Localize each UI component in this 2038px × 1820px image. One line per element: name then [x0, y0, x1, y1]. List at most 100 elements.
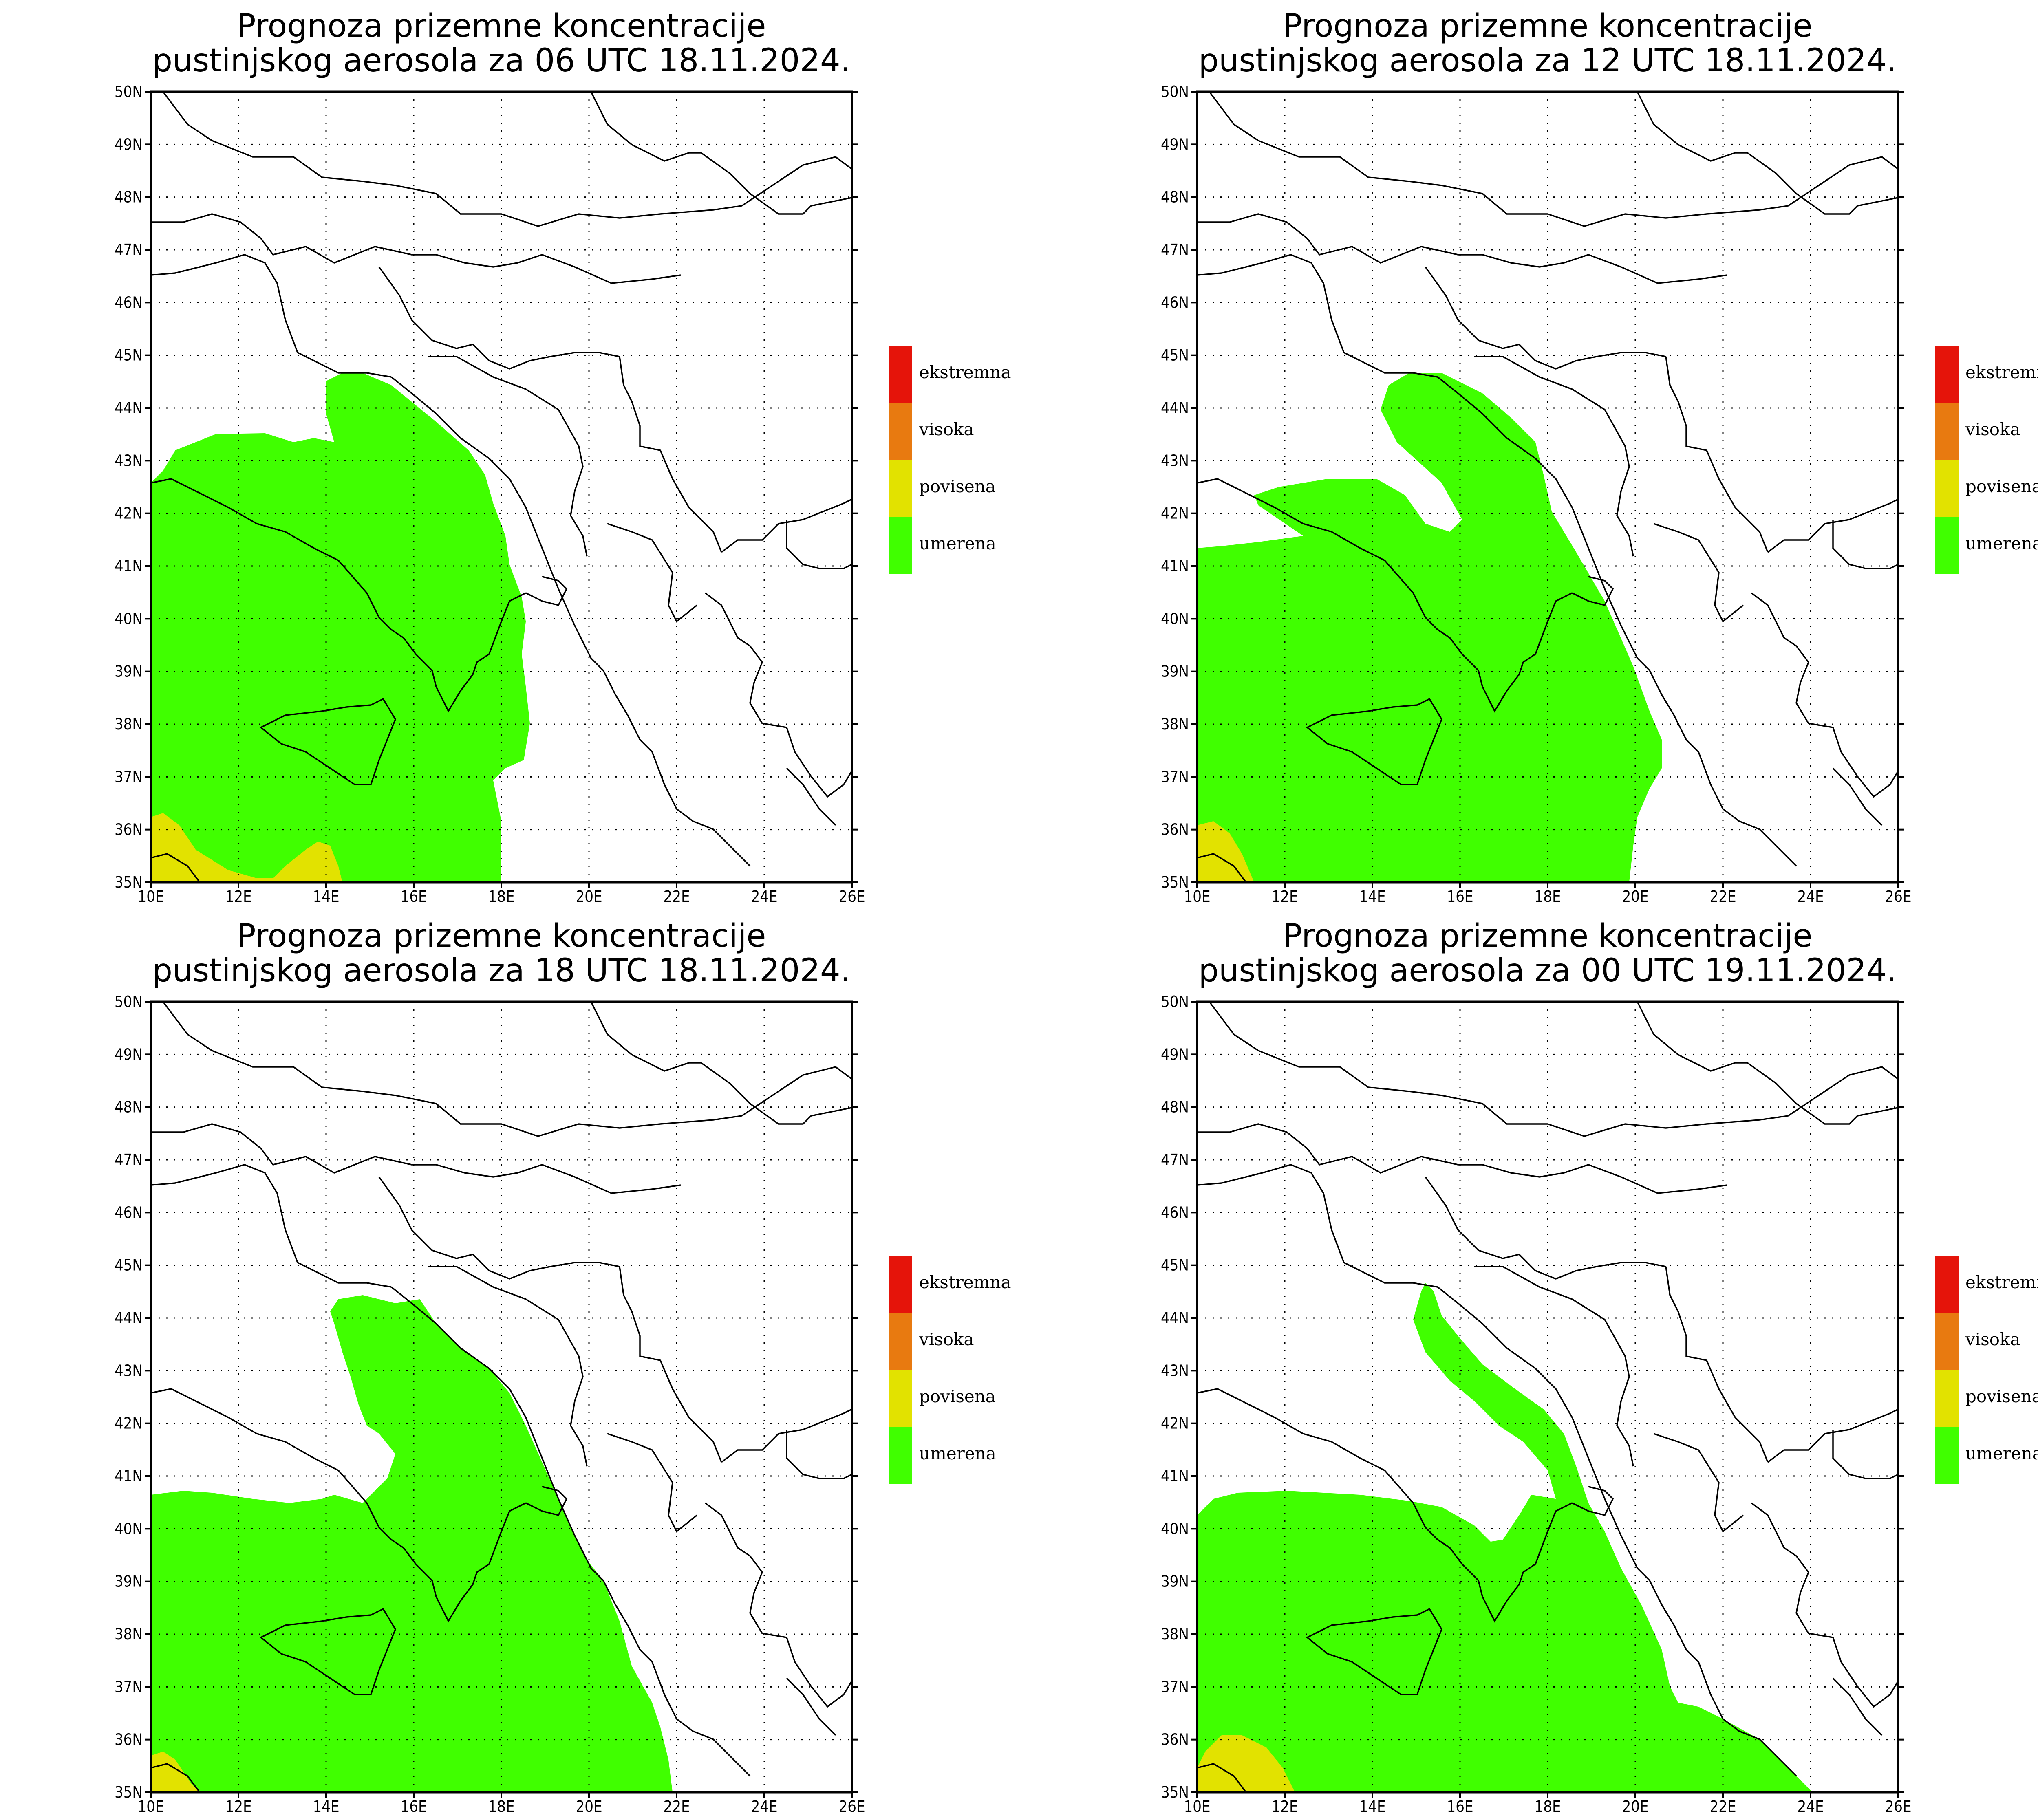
- legend-label: ekstremna: [1965, 1272, 2038, 1292]
- lat-tick-label: 46N: [115, 293, 143, 311]
- lat-tick-label: 35N: [115, 1783, 143, 1801]
- lat-tick-label: 48N: [115, 188, 143, 206]
- lat-tick-label: 35N: [1161, 873, 1189, 891]
- legend-swatch: [1935, 517, 1959, 574]
- lat-tick-label: 40N: [1161, 610, 1189, 628]
- panel-title-line2: pustinjskog aerosola za 18 UTC 18.11.202…: [152, 952, 851, 989]
- lon-tick-label: 20E: [576, 888, 602, 906]
- legend-swatch: [1935, 346, 1959, 403]
- lat-tick-label: 43N: [1161, 1362, 1189, 1379]
- legend-swatch: [889, 403, 912, 460]
- legend-label: umerena: [1965, 1443, 2038, 1463]
- legend-label: ekstremna: [919, 362, 1011, 382]
- legend-label: visoka: [1965, 1329, 2020, 1349]
- lon-tick-label: 26E: [838, 1798, 865, 1816]
- lat-tick-label: 43N: [115, 452, 143, 469]
- lon-tick-label: 12E: [1271, 1798, 1298, 1816]
- coastlines-borders: [1197, 1002, 1898, 1792]
- legend-label: povisena: [919, 1386, 996, 1406]
- lon-tick-label: 18E: [1534, 1798, 1561, 1816]
- lat-tick-label: 39N: [1161, 663, 1189, 681]
- lat-tick-label: 47N: [115, 241, 143, 259]
- legend-swatch: [1935, 1370, 1959, 1427]
- lat-tick-label: 38N: [115, 715, 143, 733]
- lat-tick-label: 47N: [1161, 1151, 1189, 1169]
- lon-tick-label: 12E: [225, 888, 251, 906]
- lat-tick-label: 42N: [115, 1415, 143, 1432]
- lat-tick-label: 38N: [1161, 1625, 1189, 1643]
- lat-tick-label: 49N: [115, 135, 143, 153]
- lat-tick-label: 44N: [115, 1309, 143, 1327]
- legend-swatch: [889, 346, 912, 403]
- forecast-panel: Prognoza prizemne koncentracije pustinjsk…: [0, 0, 1046, 910]
- lon-tick-label: 16E: [400, 888, 427, 906]
- lon-tick-label: 14E: [313, 1798, 339, 1816]
- lon-tick-label: 10E: [137, 1798, 164, 1816]
- lat-tick-label: 48N: [1161, 188, 1189, 206]
- lon-tick-label: 22E: [1709, 888, 1736, 906]
- lat-tick-label: 49N: [1161, 1045, 1189, 1063]
- forecast-map: Prognoza prizemne koncentracijepustinjsk…: [1161, 918, 2038, 1816]
- lat-tick-label: 44N: [115, 399, 143, 417]
- aerosol-area-umerena: [1197, 373, 1662, 882]
- lat-tick-label: 40N: [115, 610, 143, 628]
- legend-swatch: [1935, 403, 1959, 460]
- lat-tick-label: 40N: [1161, 1520, 1189, 1538]
- legend: ekstremna visoka povisena umerena: [889, 346, 1011, 574]
- legend: ekstremna visoka povisena umerena: [1935, 346, 2038, 574]
- coastlines-borders: [151, 92, 852, 882]
- lon-tick-label: 14E: [1359, 888, 1385, 906]
- lon-tick-label: 12E: [1271, 888, 1298, 906]
- lat-tick-label: 36N: [1161, 821, 1189, 839]
- forecast-map: Prognoza prizemne koncentracijepustinjsk…: [115, 918, 1011, 1816]
- legend-swatch: [1935, 1256, 1959, 1313]
- lat-tick-label: 50N: [1161, 993, 1189, 1011]
- forecast-panel: Prognoza prizemne koncentracije pustinjsk…: [1046, 910, 2038, 1820]
- panel-title-line2: pustinjskog aerosola za 06 UTC 18.11.202…: [152, 42, 851, 79]
- lat-tick-label: 41N: [115, 1467, 143, 1485]
- panel-title-line1: Prognoza prizemne koncentracije: [237, 8, 766, 44]
- lat-tick-label: 43N: [1161, 452, 1189, 469]
- lon-tick-label: 20E: [576, 1798, 602, 1816]
- lat-tick-label: 48N: [1161, 1098, 1189, 1116]
- lon-tick-label: 10E: [1184, 1798, 1210, 1816]
- lat-tick-label: 37N: [115, 1678, 143, 1696]
- legend-label: visoka: [919, 1329, 974, 1349]
- lon-tick-label: 18E: [488, 888, 514, 906]
- legend-swatch: [889, 1256, 912, 1313]
- lat-tick-label: 47N: [1161, 241, 1189, 259]
- lat-tick-label: 46N: [115, 1203, 143, 1221]
- lon-tick-label: 20E: [1622, 1798, 1648, 1816]
- lat-tick-label: 45N: [1161, 346, 1189, 364]
- lat-tick-label: 43N: [115, 1362, 143, 1379]
- lat-tick-label: 49N: [115, 1045, 143, 1063]
- lat-tick-label: 45N: [1161, 1256, 1189, 1274]
- lat-tick-label: 44N: [1161, 399, 1189, 417]
- lat-tick-label: 41N: [115, 557, 143, 575]
- lon-tick-label: 20E: [1622, 888, 1648, 906]
- lat-tick-label: 42N: [1161, 1415, 1189, 1432]
- lon-tick-label: 22E: [663, 888, 690, 906]
- panel-title-line2: pustinjskog aerosola za 00 UTC 19.11.202…: [1199, 952, 1897, 989]
- lat-tick-label: 39N: [1161, 1573, 1189, 1591]
- lat-tick-label: 48N: [115, 1098, 143, 1116]
- legend-swatch: [889, 517, 912, 574]
- aerosol-area-umerena: [1197, 1283, 1813, 1792]
- lat-tick-label: 45N: [115, 346, 143, 364]
- lon-tick-label: 18E: [488, 1798, 514, 1816]
- lat-tick-label: 50N: [115, 993, 143, 1011]
- lat-tick-label: 42N: [115, 505, 143, 522]
- lon-tick-label: 10E: [1184, 888, 1210, 906]
- graticule: [1197, 1002, 1898, 1792]
- lat-tick-label: 39N: [115, 663, 143, 681]
- panel-title-line1: Prognoza prizemne koncentracije: [1283, 8, 1813, 44]
- legend-swatch: [889, 1370, 912, 1427]
- lon-tick-label: 14E: [313, 888, 339, 906]
- coastlines-borders: [151, 1002, 852, 1792]
- lat-tick-label: 41N: [1161, 557, 1189, 575]
- lon-tick-label: 26E: [1885, 1798, 1911, 1816]
- lon-tick-label: 24E: [751, 888, 777, 906]
- legend-label: visoka: [919, 419, 974, 439]
- panel-title-line2: pustinjskog aerosola za 12 UTC 18.11.202…: [1199, 42, 1897, 79]
- lat-tick-label: 42N: [1161, 505, 1189, 522]
